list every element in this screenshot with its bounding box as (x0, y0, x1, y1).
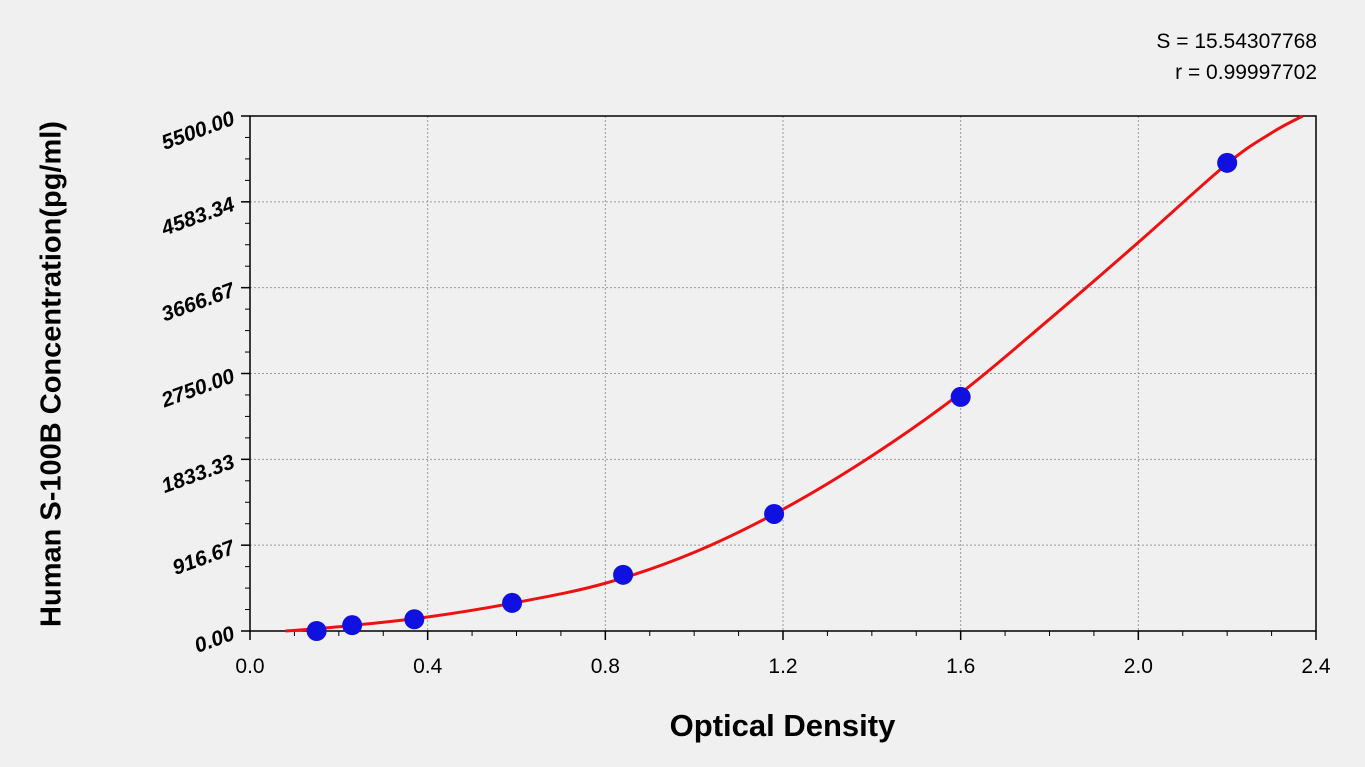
y-tick-label: 1833.33 (159, 450, 238, 498)
y-axis-title: Human S-100B Concentration(pg/ml) (35, 121, 68, 627)
data-point (306, 621, 327, 641)
data-point (342, 615, 363, 636)
x-tick-label: 0.4 (413, 655, 443, 678)
x-tick-label: 1.6 (946, 655, 975, 678)
fit-s-statistic: S = 15.54307768 (1156, 30, 1317, 53)
y-tick-label: 0.00 (191, 622, 238, 658)
axis-layer (241, 115, 1317, 640)
y-tick-label: 916.67 (169, 536, 238, 580)
x-tick-label: 0.0 (235, 655, 264, 678)
data-point (613, 564, 634, 585)
fit-r-statistic: r = 0.99997702 (1175, 61, 1317, 84)
data-point (502, 592, 523, 613)
y-tick-label: 5500.00 (159, 107, 238, 155)
x-tick-label: 1.2 (768, 655, 797, 678)
y-tick-label: 3666.67 (159, 278, 239, 326)
data-point (404, 609, 425, 630)
data-point (764, 503, 785, 524)
data-point (950, 386, 971, 407)
x-tick-label: 2.0 (1124, 655, 1153, 678)
y-tick-label: 2750.00 (158, 364, 238, 412)
fit-curve-line (285, 114, 1304, 633)
plot-frame (249, 115, 1317, 632)
data-point (1217, 152, 1238, 173)
y-tick-label: 4583.34 (158, 193, 238, 241)
x-tick-label: 2.4 (1301, 655, 1331, 678)
point-layer (306, 152, 1238, 641)
x-tick-label: 0.8 (591, 655, 620, 678)
curve-layer (285, 114, 1304, 633)
x-axis-title: Optical Density (669, 708, 896, 743)
